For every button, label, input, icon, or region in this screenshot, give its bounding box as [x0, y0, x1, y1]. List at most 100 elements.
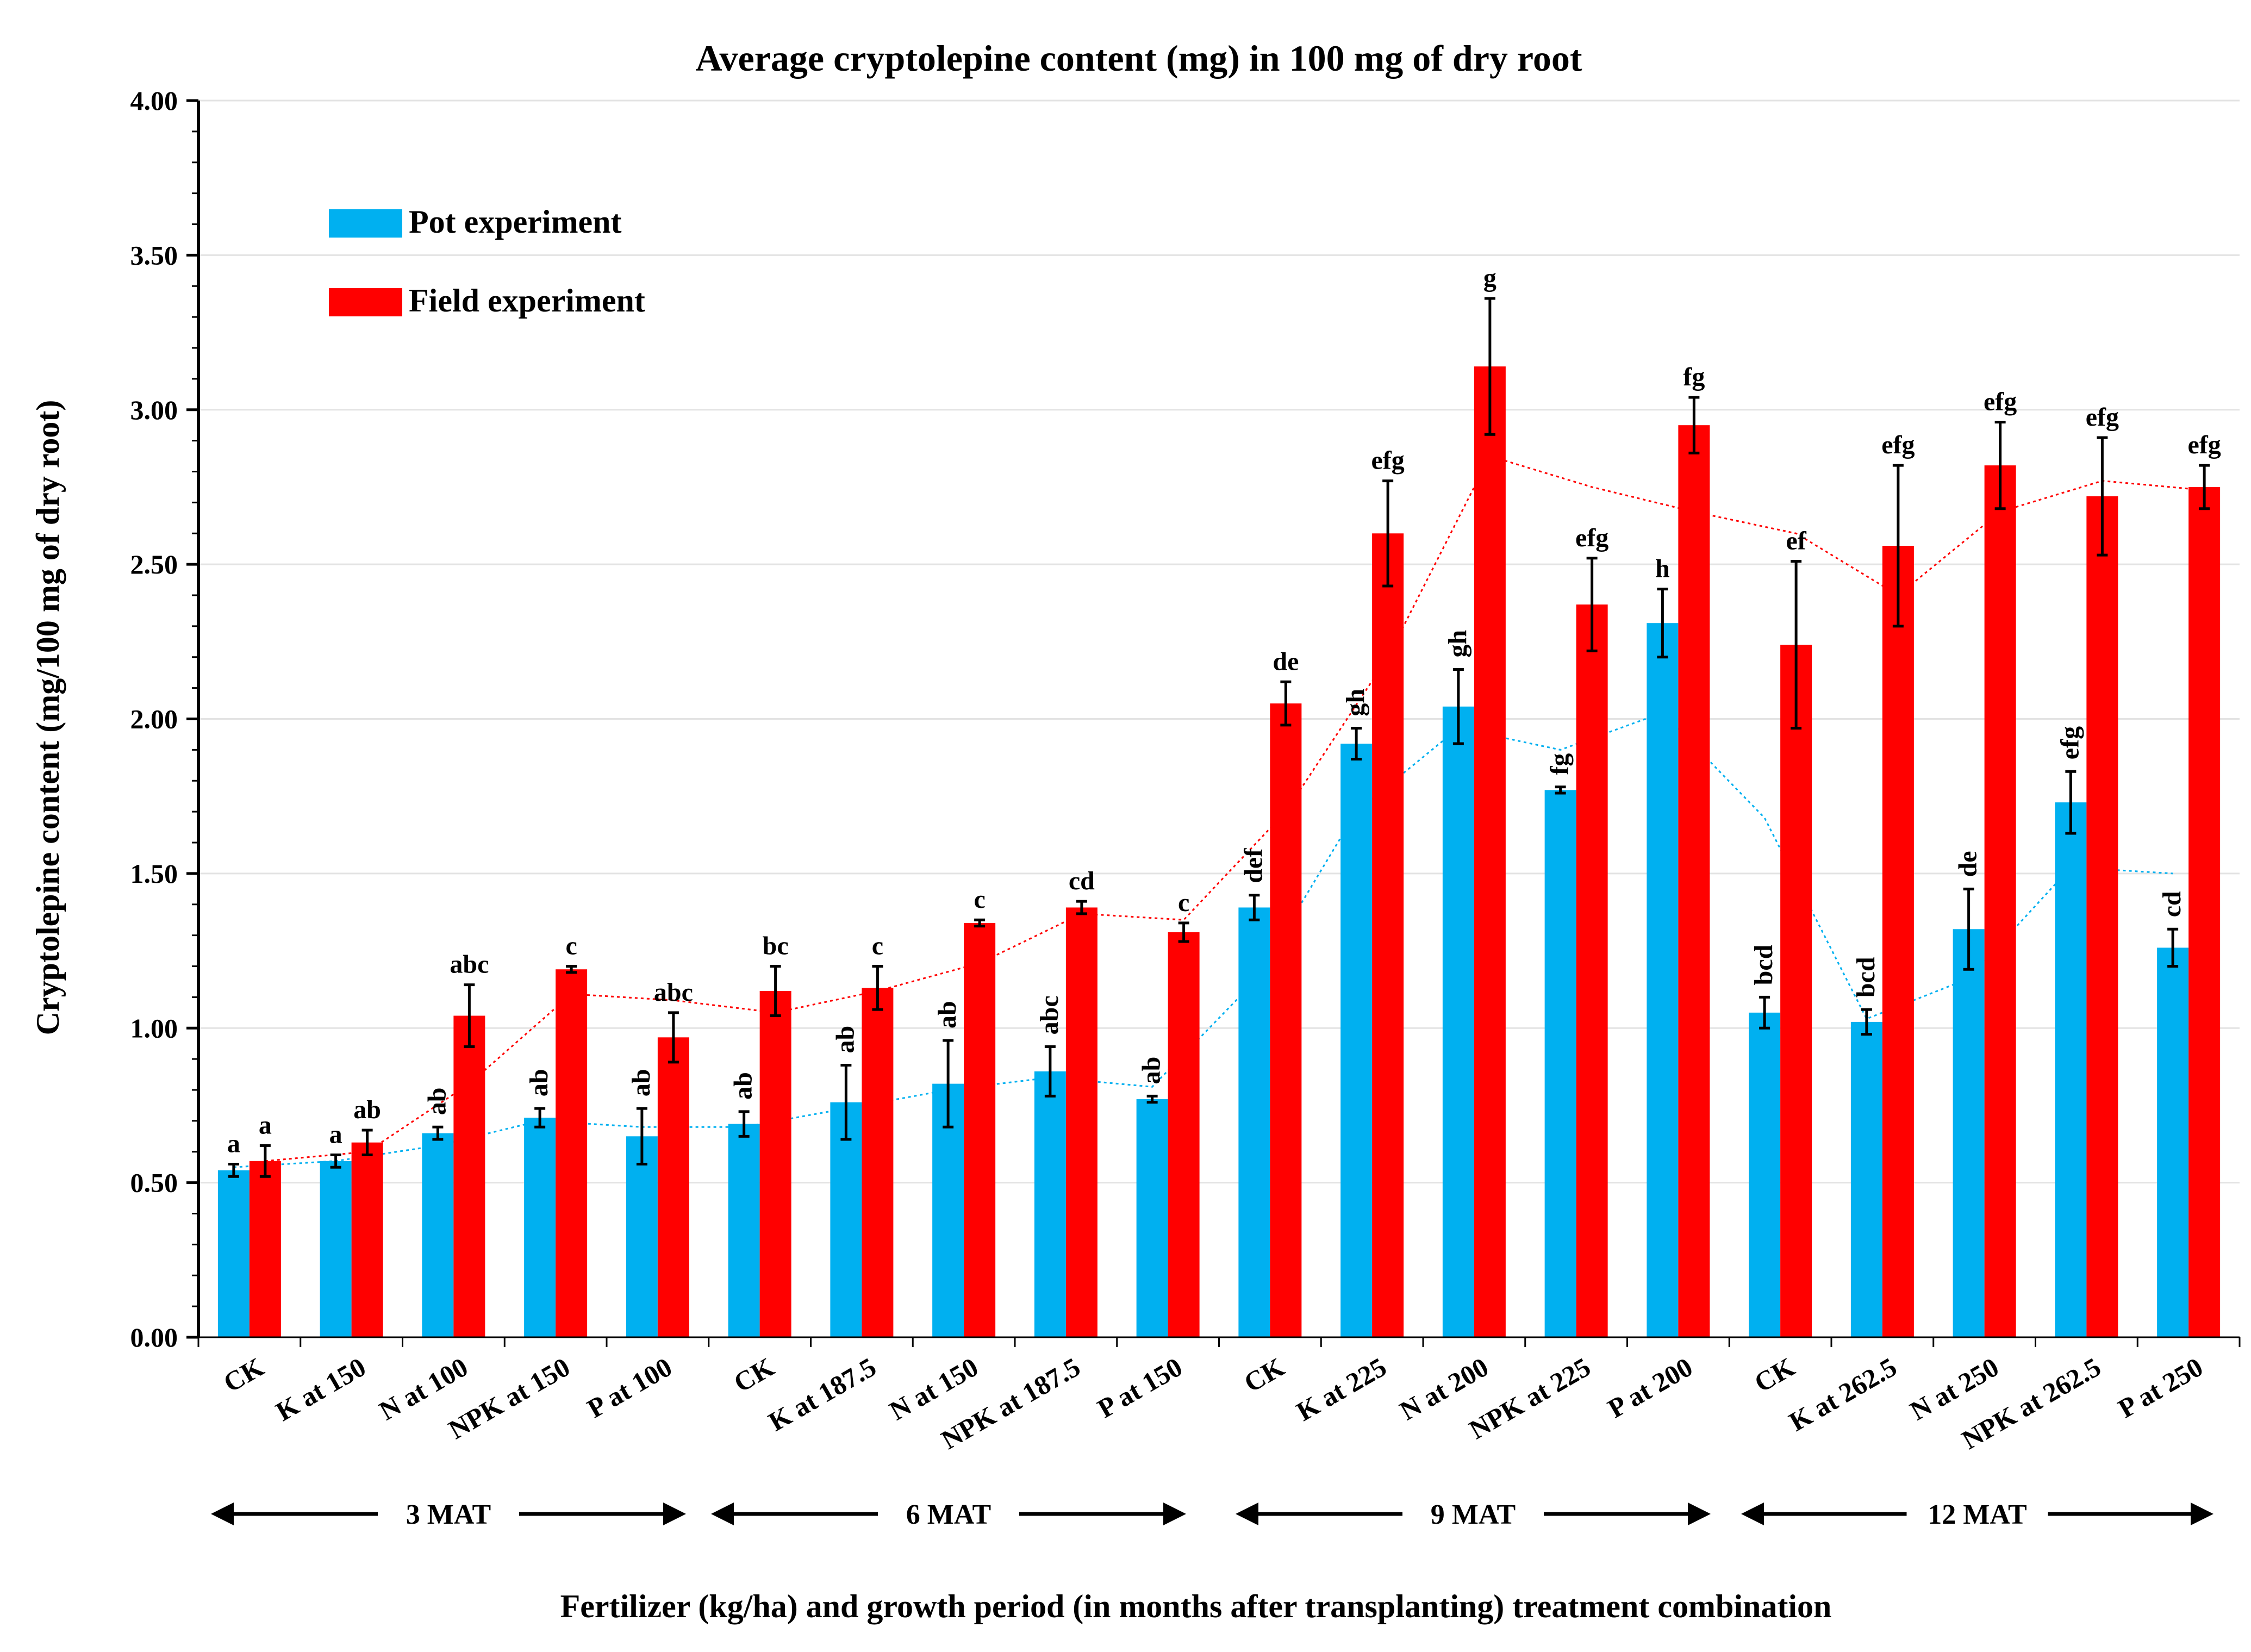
significance-label: a [329, 1120, 342, 1149]
bar-field [2188, 487, 2221, 1337]
bar-field [351, 1142, 383, 1337]
bar-pot [1034, 1071, 1066, 1337]
bar-field [1270, 703, 1302, 1337]
significance-label: efg [1575, 523, 1608, 552]
bar-field [1065, 907, 1098, 1337]
significance-label: a [227, 1130, 240, 1158]
significance-label: ab [1137, 1057, 1166, 1084]
bar-field [1984, 465, 2016, 1337]
bar-pot [1953, 929, 1985, 1337]
significance-label: fg [1545, 753, 1574, 775]
bar-field [1474, 366, 1506, 1337]
significance-label: a [259, 1111, 272, 1139]
legend-label-field: Field experiment [409, 283, 645, 319]
y-tick-label: 2.00 [130, 704, 178, 734]
bar-pot [524, 1118, 556, 1337]
significance-label: c [565, 932, 577, 961]
bar-field [657, 1037, 689, 1337]
bar-field [964, 922, 996, 1337]
x-tick-label: P at 200 [1602, 1351, 1698, 1424]
trend-lines [233, 455, 2205, 1168]
y-tick-label: 1.50 [130, 858, 178, 889]
legend-swatch-field [329, 288, 402, 316]
significance-label: efg [1881, 431, 1915, 459]
bar-field [862, 988, 894, 1337]
significance-label: gh [1341, 689, 1370, 716]
significance-label: ab [525, 1069, 553, 1096]
bar-field [1372, 533, 1404, 1337]
y-tick-label: 3.00 [130, 395, 178, 425]
significance-label: c [872, 932, 883, 961]
bar-pot [320, 1161, 352, 1337]
significance-label: abc [1035, 995, 1064, 1034]
significance-label: ab [729, 1072, 758, 1100]
bar-pot [422, 1133, 454, 1337]
period-label: 6 MAT [906, 1499, 991, 1530]
y-tick-label: 0.50 [130, 1168, 178, 1198]
period-label: 12 MAT [1928, 1499, 2026, 1530]
x-tick-label: P at 250 [2113, 1351, 2208, 1424]
bar-pot [1238, 907, 1270, 1337]
bar-pot [1544, 790, 1576, 1337]
x-tick-label: CK [1749, 1351, 1800, 1398]
x-tick-label: CK [218, 1351, 269, 1398]
legend-swatch-pot [329, 209, 402, 238]
significance-label: ab [933, 1001, 962, 1028]
bar-pot [1136, 1099, 1168, 1337]
bar-field [556, 969, 588, 1337]
x-tick-label: K at 262.5 [1784, 1351, 1902, 1437]
bar-pot [1442, 706, 1474, 1337]
significance-label: de [1273, 647, 1299, 676]
significance-label: ab [353, 1095, 381, 1124]
growth-periods: 3 MAT 6 MAT 9 MAT 12 MAT [211, 1499, 2213, 1530]
significance-label: gh [1443, 630, 1472, 658]
legend: Pot experiment Field experiment [329, 204, 645, 319]
bar-field [1576, 604, 1608, 1337]
significance-label: efg [1371, 446, 1404, 475]
bar-pot [830, 1102, 862, 1337]
bar-pot [1850, 1021, 1882, 1337]
significance-label: ef [1786, 526, 1806, 555]
x-tick-label: P at 150 [1092, 1351, 1187, 1424]
significance-label: efg [2055, 726, 2084, 759]
gridlines [198, 99, 2240, 1184]
bar-pot [2055, 802, 2087, 1337]
bar-pot [217, 1170, 250, 1337]
bar-field [453, 1015, 485, 1337]
significance-label: bc [763, 932, 789, 961]
x-axis-label: Fertilizer (kg/ha) and growth period (in… [560, 1588, 1832, 1624]
bar-pot [1749, 1012, 1781, 1337]
x-tick-label: P at 100 [582, 1351, 677, 1424]
significance-label: bcd [1851, 957, 1880, 998]
trend-line-pot [233, 712, 2173, 1168]
significance-label: cd [2158, 891, 2186, 917]
y-tick-label: 2.50 [130, 549, 178, 579]
significance-label: efg [2086, 403, 2119, 432]
y-axis-label: Cryptolepine content (mg/100 mg of dry r… [30, 400, 66, 1036]
period-label: 3 MAT [406, 1499, 491, 1530]
y-tick-label: 0.00 [130, 1322, 178, 1352]
y-tick-label: 3.50 [130, 240, 178, 270]
bar-pot [1647, 623, 1679, 1337]
x-tick-label: K at 187.5 [763, 1351, 881, 1437]
y-tick-label: 4.00 [130, 85, 178, 116]
x-tick-label: K at 150 [271, 1351, 371, 1427]
bar-pot [1340, 744, 1373, 1337]
significance-label: abc [654, 978, 693, 1007]
significance-label: c [1178, 888, 1189, 917]
x-tick-label: CK [1239, 1351, 1289, 1398]
bar-field [1678, 425, 1710, 1337]
significance-label: fg [1683, 363, 1705, 391]
bar-field [1168, 932, 1200, 1337]
legend-label-pot: Pot experiment [409, 204, 622, 240]
significance-label: ab [831, 1026, 859, 1053]
bar-field [759, 991, 791, 1337]
significance-label: c [974, 885, 985, 914]
significance-label: de [1954, 851, 1982, 877]
significance-label: bcd [1749, 944, 1778, 985]
chart-title: Average cryptolepine content (mg) in 100… [695, 38, 1582, 79]
significance-label: abc [450, 950, 489, 979]
significance-label: h [1655, 554, 1670, 583]
